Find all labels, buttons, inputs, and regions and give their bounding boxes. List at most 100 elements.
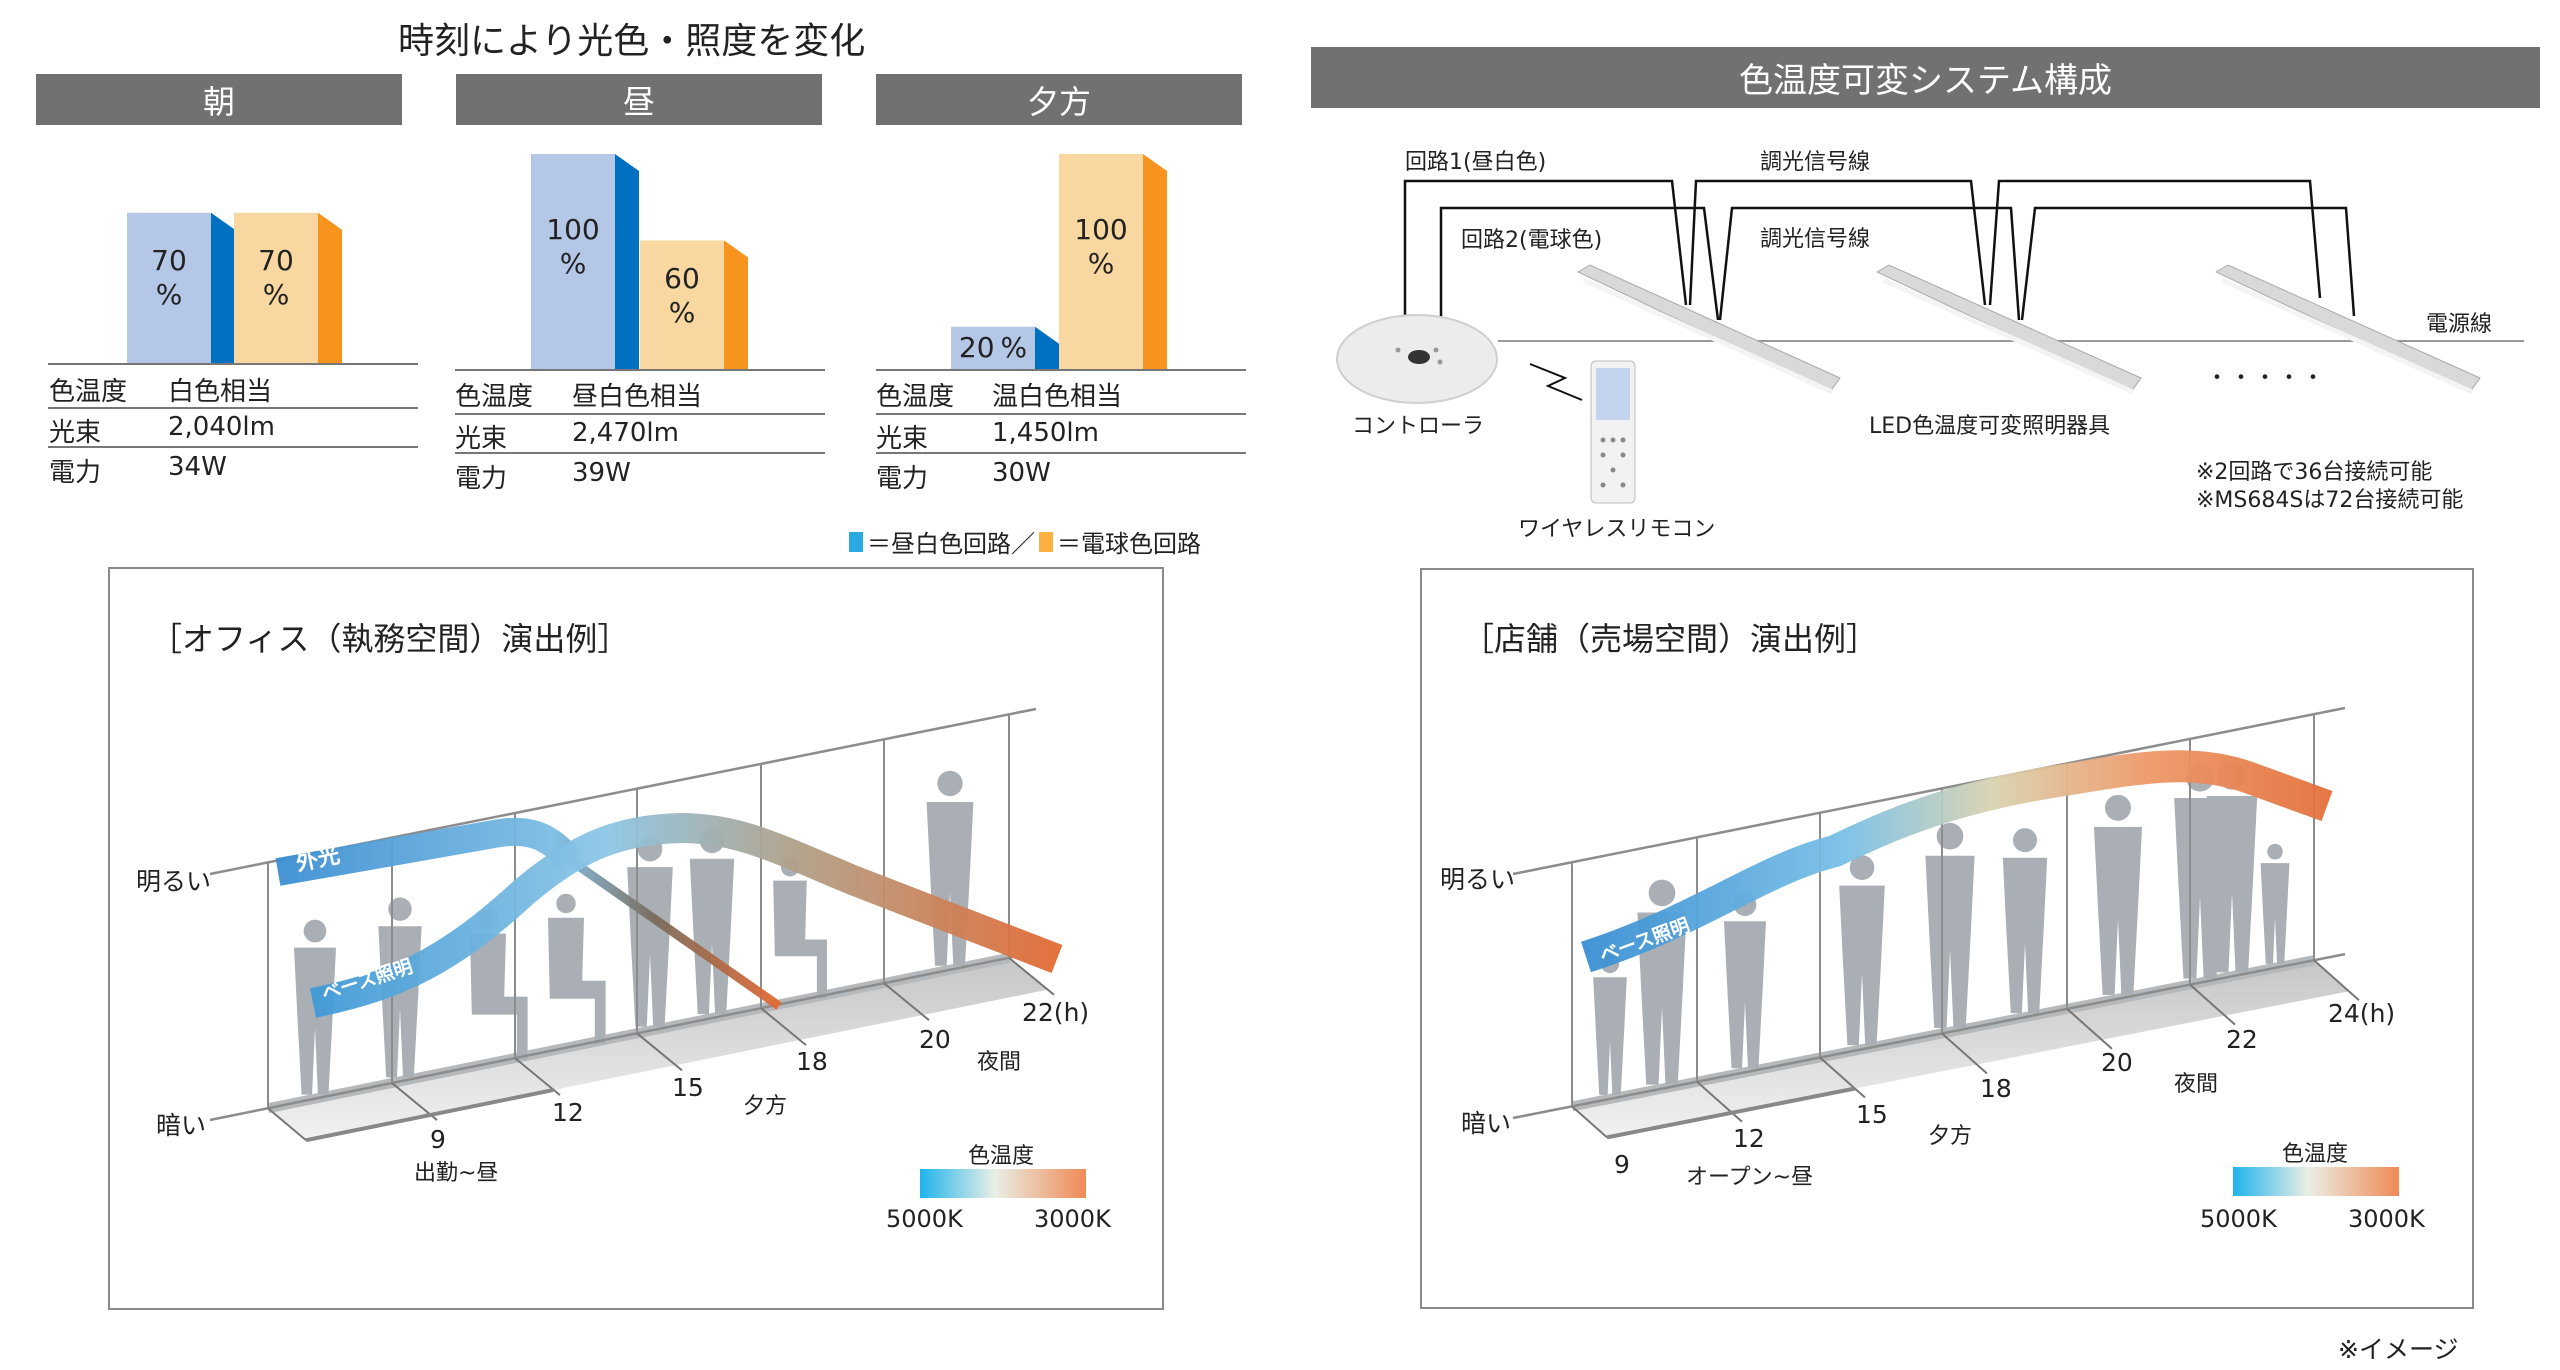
orange-bar-side xyxy=(318,212,342,364)
office-legend-3000k: 3000K xyxy=(1034,1205,1111,1233)
store-legend-5000k: 5000K xyxy=(2200,1205,2277,1233)
office-tick-15: 15 xyxy=(672,1073,704,1102)
person-silhouette-icon xyxy=(1593,954,1627,1095)
fixture-label: LED色温度可変照明器具 xyxy=(1869,414,2111,439)
fixture-icon xyxy=(1576,264,1841,395)
remote-label: ワイヤレスリモコン xyxy=(1518,517,1716,542)
office-tick-9: 9 xyxy=(430,1125,446,1154)
person-silhouette-icon xyxy=(548,893,606,1044)
main-title: 時刻により光色・照度を変化 xyxy=(398,21,866,62)
system-title: 色温度可変システム構成 xyxy=(1311,47,2540,108)
orange-bar-value-label: 60% xyxy=(640,264,724,329)
legend-orange-label: ＝電球色回路 xyxy=(1057,530,1201,558)
spec-value: 1,450lm xyxy=(992,418,1099,448)
office-legend-5000k: 5000K xyxy=(886,1205,963,1233)
store-tick-18: 18 xyxy=(1980,1074,2012,1103)
office-scene xyxy=(209,707,1063,1143)
office-color-temp-gradient xyxy=(920,1169,1086,1198)
person-silhouette-icon xyxy=(1925,822,1975,1028)
office-base-light-ribbon xyxy=(309,812,1063,1018)
blue-bar-front xyxy=(127,212,211,364)
spec-value: 白色相当 xyxy=(168,377,273,407)
spec-label: 光束 xyxy=(876,424,929,454)
blue-bar-side xyxy=(615,154,639,370)
outside-light-ribbon-tail xyxy=(567,856,782,1010)
orange-bar-value-label: 70% xyxy=(234,240,318,316)
percent-value: 70 xyxy=(258,243,294,277)
store-tick-22: 22 xyxy=(2226,1025,2258,1054)
signal-line-label-2: 調光信号線 xyxy=(1760,227,1871,252)
time-tick xyxy=(1008,957,1055,996)
time-tick xyxy=(1696,1081,1743,1123)
office-period-evening: 夕方 xyxy=(743,1094,788,1119)
table-divider xyxy=(48,407,418,409)
office-tick-22h: 22(h) xyxy=(1022,998,1090,1027)
table-divider xyxy=(455,413,825,415)
bar-baseline xyxy=(48,363,418,365)
store-base-light-ribbon xyxy=(1581,750,2333,973)
spec-value: 39W xyxy=(572,458,631,488)
person-silhouette-icon xyxy=(689,829,735,1015)
office-title: ［オフィス（執務空間）演出例］ xyxy=(150,620,630,658)
time-tick xyxy=(636,1032,683,1072)
person-silhouette-icon xyxy=(1724,893,1766,1069)
table-divider xyxy=(48,446,418,448)
footnote-image-only: ※イメージ xyxy=(2338,1335,2459,1364)
orange-bar-value-label: 100% xyxy=(1059,193,1143,301)
blue-bar-side xyxy=(211,212,235,364)
time-tick xyxy=(1941,1032,1988,1075)
percent-sign: % xyxy=(155,277,183,311)
store-tick-24h: 24(h) xyxy=(2328,999,2396,1028)
orange-bar-front xyxy=(640,240,724,370)
spec-label: 光束 xyxy=(49,418,102,448)
store-bright-label: 明るい xyxy=(1440,865,1516,894)
spec-label: 色温度 xyxy=(49,377,128,407)
percent-value: 100 xyxy=(1074,212,1128,246)
office-tick-12: 12 xyxy=(552,1098,584,1127)
legend-blue-label: ＝昼白色回路／ xyxy=(867,530,1035,558)
floor-front-edge xyxy=(305,1088,554,1143)
time-tick xyxy=(2313,959,2360,1001)
circuit1-signal-wire xyxy=(1403,179,2322,318)
circuit2-signal-wire xyxy=(1439,206,2356,321)
orange-bar-front xyxy=(1059,154,1143,370)
percent-sign: % xyxy=(262,277,290,311)
blue-bar-value-label: 100% xyxy=(531,193,615,301)
power-line-label: 電源線 xyxy=(2426,312,2493,337)
table-divider xyxy=(876,452,1246,454)
header-noon: 昼 xyxy=(456,74,822,125)
store-tick-20: 20 xyxy=(2101,1048,2133,1077)
time-tick xyxy=(267,1107,307,1141)
time-tick xyxy=(2066,1008,2113,1050)
circuit2-label: 回路2(電球色) xyxy=(1461,228,1603,253)
blue-bar-value-label: 70% xyxy=(127,240,211,316)
office-legend-title: 色温度 xyxy=(968,1144,1035,1169)
controller-icon xyxy=(1336,314,1498,404)
store-tick-9: 9 xyxy=(1614,1150,1630,1179)
time-tick xyxy=(2189,983,2236,1026)
note-36-units: ※2回路で36台接続可能 xyxy=(2196,460,2433,485)
office-bright-label: 明るい xyxy=(136,867,212,896)
spec-label: 電力 xyxy=(455,464,508,494)
person-silhouette-icon xyxy=(2002,828,2048,1014)
orange-bar-side xyxy=(724,240,748,370)
percent-value: 100 xyxy=(546,212,600,246)
blue-swatch-icon xyxy=(849,531,863,552)
circuit1-label: 回路1(昼白色) xyxy=(1405,150,1547,175)
table-divider xyxy=(455,452,825,454)
header-evening: 夕方 xyxy=(876,74,1242,125)
store-title: ［店舗（売場空間）演出例］ xyxy=(1462,620,1879,658)
spec-value: 温白色相当 xyxy=(992,382,1123,412)
store-legend-title: 色温度 xyxy=(2282,1142,2349,1167)
office-dark-label: 暗い xyxy=(156,1111,207,1140)
spec-label: 色温度 xyxy=(455,382,534,412)
circuit-legend: ＝昼白色回路／ ＝電球色回路 xyxy=(849,524,1201,559)
blue-bar-front xyxy=(531,154,615,370)
store-tick-12: 12 xyxy=(1733,1124,1765,1153)
fixture-icon xyxy=(2214,264,2481,395)
spec-label: 光束 xyxy=(455,424,508,454)
orange-bar-side xyxy=(1143,154,1167,370)
spec-value: 2,040lm xyxy=(168,412,275,442)
